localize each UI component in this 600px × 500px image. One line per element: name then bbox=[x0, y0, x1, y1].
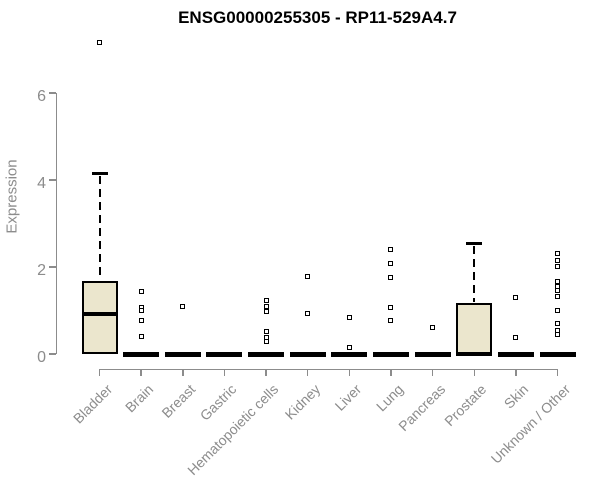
x-tick bbox=[556, 368, 559, 376]
zero-box bbox=[372, 351, 409, 357]
x-tick bbox=[348, 368, 351, 376]
outlier-point bbox=[513, 295, 519, 301]
outlier-point bbox=[180, 303, 186, 309]
box bbox=[81, 280, 118, 354]
zero-box bbox=[206, 351, 243, 357]
outlier-point bbox=[388, 275, 394, 281]
outlier-point bbox=[305, 273, 311, 279]
y-tick bbox=[48, 353, 56, 355]
x-tick bbox=[306, 368, 309, 376]
outlier-point bbox=[263, 303, 269, 309]
outlier-point bbox=[430, 325, 436, 331]
y-tick-label: 4 bbox=[37, 175, 46, 192]
median-line bbox=[456, 352, 493, 356]
x-axis bbox=[99, 368, 558, 370]
x-tick bbox=[473, 368, 475, 376]
outlier-point bbox=[555, 263, 561, 269]
outlier-point bbox=[388, 261, 394, 267]
outlier-point bbox=[305, 310, 311, 316]
zero-box bbox=[164, 351, 201, 357]
x-tick bbox=[390, 368, 392, 376]
outlier-point bbox=[555, 293, 561, 299]
outlier-point bbox=[263, 329, 269, 335]
median-line bbox=[81, 311, 118, 316]
outlier-point bbox=[388, 246, 394, 252]
outlier-point bbox=[555, 320, 561, 326]
zero-box bbox=[539, 351, 576, 357]
outlier-point bbox=[138, 308, 144, 314]
zero-box bbox=[123, 351, 160, 357]
whisker-cap bbox=[91, 171, 108, 175]
zero-box bbox=[289, 351, 326, 357]
whisker-line bbox=[98, 176, 101, 280]
outlier-point bbox=[97, 40, 102, 46]
outlier-point bbox=[138, 289, 144, 295]
x-tick bbox=[140, 368, 142, 376]
y-tick-label: 6 bbox=[37, 88, 46, 105]
box bbox=[456, 303, 493, 354]
y-tick bbox=[48, 179, 56, 181]
x-tick bbox=[431, 368, 434, 376]
outlier-point bbox=[138, 317, 144, 323]
x-tick bbox=[98, 368, 101, 376]
y-tick bbox=[48, 266, 56, 268]
outlier-point bbox=[555, 251, 561, 257]
outlier-point bbox=[263, 339, 269, 345]
chart-title: ENSG00000255305 - RP11-529A4.7 bbox=[178, 8, 457, 27]
outlier-point bbox=[263, 309, 269, 315]
outlier-point bbox=[388, 304, 394, 310]
zero-box bbox=[331, 351, 368, 357]
x-tick bbox=[182, 368, 184, 376]
y-tick-label: 0 bbox=[37, 349, 46, 366]
y-axis-label: Expression bbox=[3, 159, 21, 234]
outlier-point bbox=[263, 298, 269, 304]
outlier-point bbox=[346, 345, 352, 351]
x-tick bbox=[223, 368, 226, 376]
y-tick-label: 2 bbox=[37, 262, 46, 279]
whisker-line bbox=[473, 246, 476, 303]
outlier-point bbox=[513, 335, 519, 341]
outlier-point bbox=[555, 332, 561, 338]
outlier-point bbox=[555, 258, 561, 264]
x-tick bbox=[265, 368, 267, 376]
whisker-cap bbox=[466, 241, 483, 245]
zero-box bbox=[414, 351, 451, 357]
y-axis bbox=[55, 93, 57, 354]
outlier-point bbox=[138, 333, 144, 339]
outlier-point bbox=[555, 308, 561, 314]
outlier-point bbox=[263, 334, 269, 340]
zero-box bbox=[248, 351, 285, 357]
outlier-point bbox=[388, 317, 394, 323]
outlier-point bbox=[346, 315, 352, 321]
outlier-point bbox=[555, 287, 561, 293]
y-tick bbox=[48, 92, 56, 94]
zero-box bbox=[497, 351, 534, 357]
x-tick bbox=[515, 368, 517, 376]
